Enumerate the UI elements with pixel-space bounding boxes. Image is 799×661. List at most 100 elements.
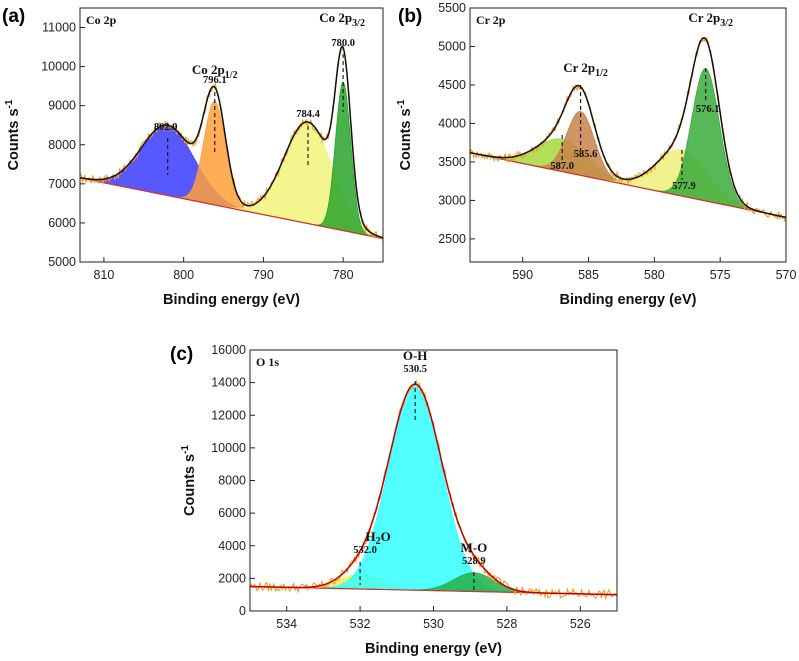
x-tick-label: 570 [776, 268, 797, 282]
background-line [80, 177, 383, 240]
panel-label: (b) [398, 6, 422, 27]
peak-position-label: 585.6 [574, 149, 598, 160]
fitted-envelope-line [80, 45, 383, 239]
y-tick-label: 9000 [48, 99, 76, 113]
fitted-envelope-line [470, 37, 786, 219]
orbital-label: Co 2p1/2 [192, 62, 238, 81]
panel-label: (c) [170, 344, 193, 365]
orbital-label-sub: 1/2 [595, 68, 608, 79]
peak-position-label: 577.9 [672, 181, 696, 192]
panel-b-cr2p: 590 585 580 575 570 2500 3000 3500 4000 4500 5000 5… [396, 1, 796, 308]
corner-label: Cr 2p [476, 13, 506, 27]
y-axis-label-main: Counts s [398, 108, 414, 170]
x-tick-label: 534 [276, 617, 297, 631]
y-tick-label: 12000 [211, 408, 246, 422]
peak-position-label: 576.1 [696, 104, 720, 115]
y-axis-label: Counts s-1 [180, 445, 198, 516]
y-tick-label: 16000 [211, 343, 246, 357]
y-tick-label: 7000 [48, 177, 76, 191]
plot-area [80, 44, 383, 242]
orbital-label-main: Co 2p [319, 10, 352, 25]
panel-label: (a) [2, 6, 25, 27]
y-tick-label: 4000 [438, 116, 466, 130]
y-tick-label: 3000 [438, 193, 466, 207]
axes-frame [469, 7, 787, 263]
peak-position-label: 587.0 [550, 161, 574, 172]
y-axis-label-main: Counts s [6, 108, 22, 170]
panel-a-co2p: 810 800 790 780 5000 6000 7000 8000 9000 10000 110… [2, 6, 384, 308]
species-label: M-O [461, 540, 488, 555]
plot-area [470, 37, 786, 224]
background-line [470, 152, 786, 218]
species-label-main: H [365, 529, 375, 544]
y-tick-label: 4000 [218, 539, 246, 553]
x-axis-label: Binding energy (eV) [560, 292, 697, 308]
peak-position-label: 784.4 [296, 109, 320, 120]
axes-frame [79, 7, 384, 263]
y-tick-label: 2000 [218, 571, 246, 585]
y-axis-label: Counts s-1 [4, 99, 22, 170]
x-axis-label: Binding energy (eV) [163, 292, 300, 308]
orbital-label-sub: 3/2 [352, 18, 365, 29]
orbital-label-main: Co 2p [192, 62, 225, 77]
orbital-label: Cr 2p3/2 [688, 10, 733, 29]
corner-label: O 1s [256, 355, 279, 369]
x-tick-label: 585 [578, 268, 599, 282]
y-tick-label: 10000 [211, 441, 246, 455]
y-tick-label: 8000 [48, 138, 76, 152]
x-tick-label: 526 [570, 617, 591, 631]
y-tick-label: 4500 [438, 78, 466, 92]
peak-position-label: 796.1 [203, 75, 227, 86]
peak-position-label: 802.0 [154, 122, 178, 133]
x-tick-label: 532 [350, 617, 371, 631]
species-label: O-H [403, 348, 428, 363]
peak-position-label: 528.9 [462, 556, 486, 567]
orbital-label: Cr 2p1/2 [563, 60, 608, 79]
y-axis-label-main: Counts s [182, 454, 198, 516]
peak-position-label: 530.5 [403, 364, 427, 375]
orbital-label-sub: 1/2 [225, 70, 238, 81]
y-tick-label: 11000 [42, 21, 76, 35]
y-tick-label: 5000 [438, 39, 466, 53]
component-peak-780 [80, 81, 383, 239]
orbital-label-main: Cr 2p [688, 10, 720, 25]
y-axis-label-sup: -1 [180, 445, 191, 454]
y-tick-label: 5500 [438, 1, 466, 15]
orbital-label: Co 2p3/2 [319, 10, 365, 29]
x-tick-label: 528 [496, 617, 517, 631]
y-tick-label: 8000 [218, 474, 246, 488]
x-axis-label: Binding energy (eV) [365, 641, 502, 657]
x-tick-label: 810 [93, 268, 114, 282]
x-tick-label: 580 [644, 268, 665, 282]
y-axis-label: Counts s-1 [396, 99, 414, 170]
y-tick-label: 10000 [41, 60, 76, 74]
species-label-sub: 2 [376, 536, 381, 547]
y-tick-label: 3500 [438, 155, 466, 169]
y-tick-label: 5000 [48, 255, 76, 269]
y-tick-label: 6000 [218, 506, 246, 520]
y-axis-label-sup: -1 [4, 99, 15, 108]
x-tick-label: 800 [173, 268, 194, 282]
y-tick-label: 0 [239, 604, 246, 618]
species-label: H2O [365, 529, 390, 547]
plot-area [250, 379, 617, 601]
peak-position-label: 532.0 [353, 545, 377, 556]
x-tick-label: 575 [710, 268, 731, 282]
species-label-tail: O [381, 529, 391, 544]
x-tick-label: 530 [423, 617, 444, 631]
raw-spectrum-line [470, 37, 786, 224]
panel-c-o1s: 534 532 530 528 526 0 2000 4000 6000 8000 10000 120… [170, 343, 618, 657]
orbital-label-sub: 3/2 [720, 18, 733, 29]
x-tick-label: 790 [253, 268, 274, 282]
y-tick-label: 6000 [48, 216, 76, 230]
fitted-envelope-line [250, 383, 617, 596]
peak-position-label: 780.0 [331, 38, 355, 49]
x-tick-label: 780 [333, 268, 354, 282]
orbital-label-main: Cr 2p [563, 60, 595, 75]
y-tick-label: 14000 [211, 376, 246, 390]
component-peak-530.5 [250, 384, 617, 596]
corner-label: Co 2p [86, 13, 117, 27]
y-axis-label-sup: -1 [396, 99, 407, 108]
x-tick-label: 590 [512, 268, 533, 282]
